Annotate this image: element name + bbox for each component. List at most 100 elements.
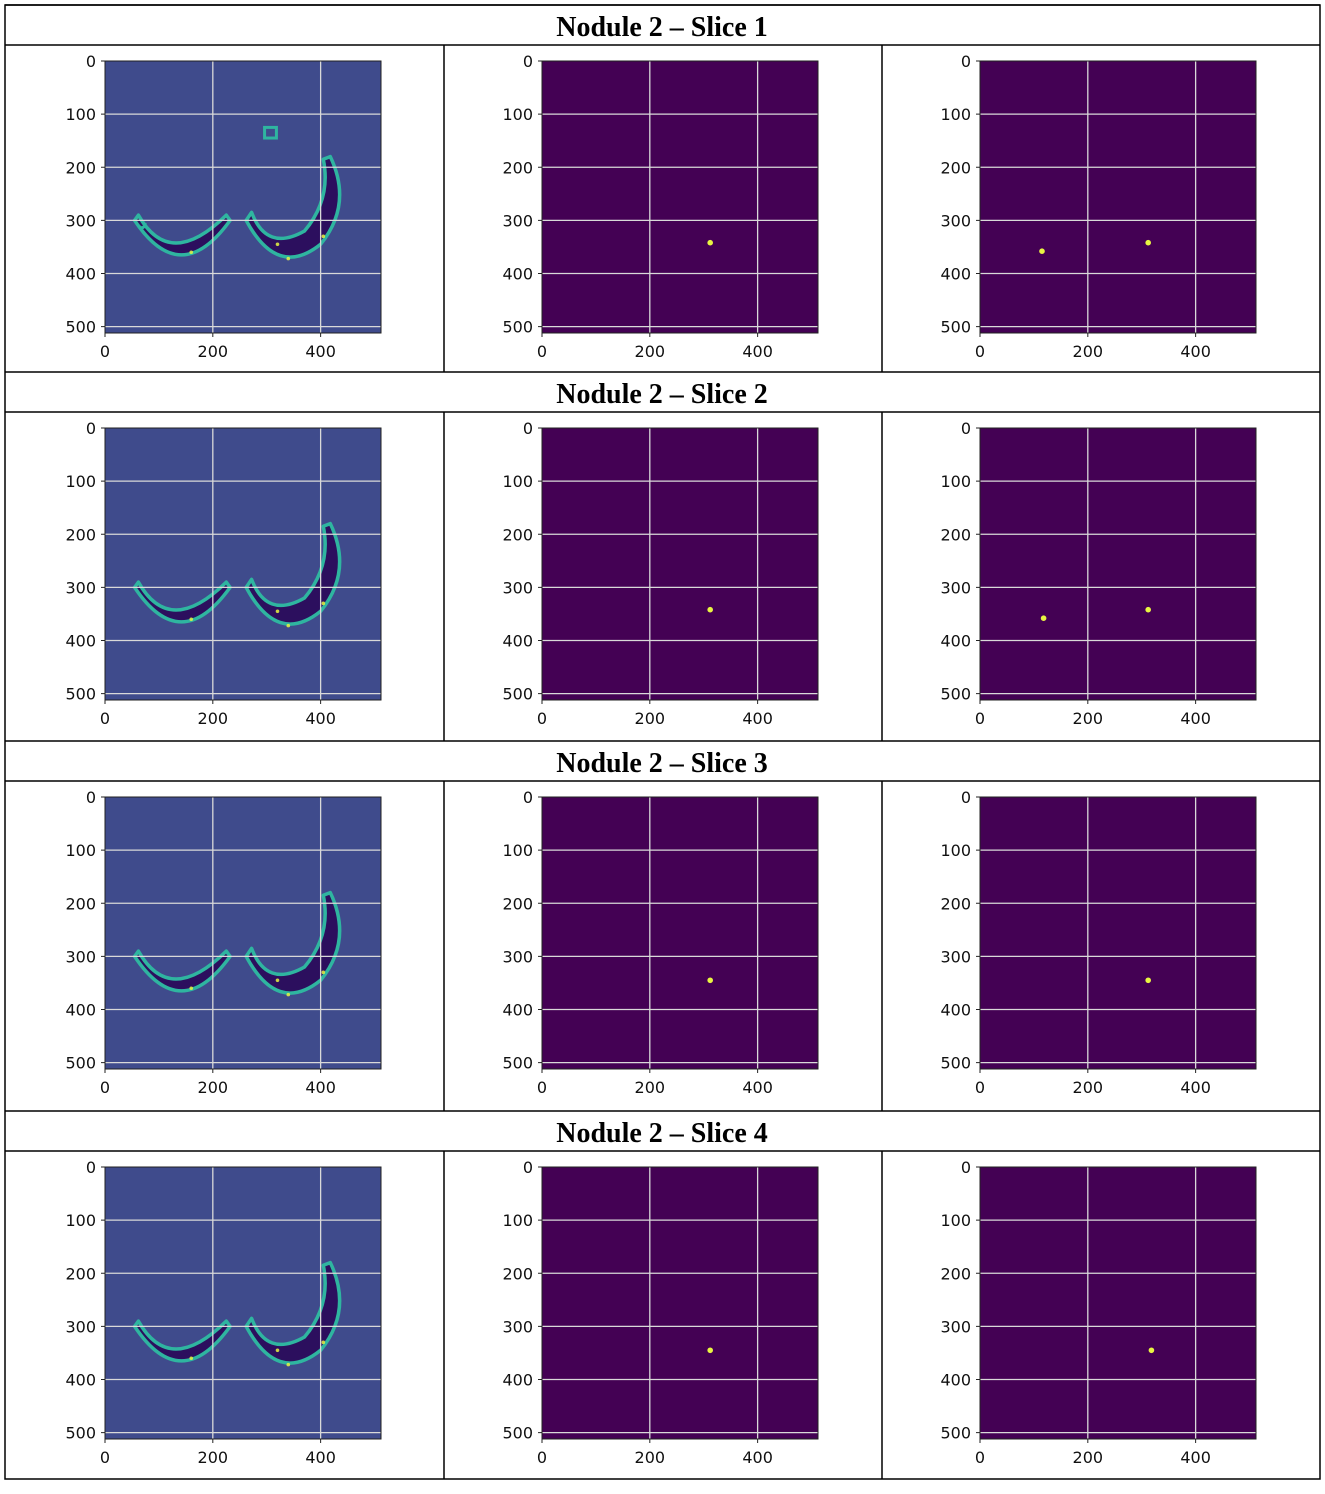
y-tick-label: 300 bbox=[940, 578, 971, 597]
y-tick-label: 100 bbox=[940, 841, 971, 860]
y-tick-label: 400 bbox=[940, 632, 971, 651]
contour-highlight bbox=[189, 986, 194, 991]
plot-frame bbox=[541, 796, 819, 1070]
y-tick-label: 400 bbox=[65, 632, 96, 651]
x-tick-label: 200 bbox=[198, 342, 229, 361]
x-tick-label: 0 bbox=[537, 709, 547, 728]
plot-frame bbox=[104, 796, 382, 1070]
y-tick-label: 100 bbox=[940, 472, 971, 491]
x-tick-label: 400 bbox=[305, 709, 336, 728]
y-tick-label: 500 bbox=[65, 1054, 96, 1073]
nodule-point bbox=[1148, 1347, 1155, 1354]
plot-frame bbox=[541, 427, 819, 701]
right-lung-contour bbox=[244, 521, 342, 626]
y-tick-label: 100 bbox=[502, 472, 533, 491]
y-tick-label: 400 bbox=[65, 1001, 96, 1020]
plot-frame bbox=[104, 427, 382, 701]
y-tick-label: 0 bbox=[523, 788, 533, 807]
nodule-point bbox=[1145, 977, 1151, 984]
y-tick-label: 100 bbox=[65, 841, 96, 860]
x-tick-label: 400 bbox=[1180, 1448, 1211, 1467]
y-tick-label: 100 bbox=[940, 1211, 971, 1230]
y-tick-label: 200 bbox=[65, 1264, 96, 1283]
contour-highlight bbox=[321, 970, 326, 975]
plot-frame bbox=[541, 60, 819, 334]
right-lung-contour bbox=[244, 890, 342, 995]
plot-frame bbox=[541, 1166, 819, 1440]
nodule-point bbox=[707, 606, 713, 613]
x-tick-label: 200 bbox=[635, 1078, 666, 1097]
x-tick-label: 200 bbox=[198, 1078, 229, 1097]
plot-area bbox=[542, 797, 818, 1069]
contour-highlight bbox=[321, 234, 326, 239]
y-tick-label: 300 bbox=[65, 1317, 96, 1336]
nodule-point bbox=[1145, 606, 1151, 613]
x-tick-label: 400 bbox=[742, 709, 773, 728]
y-tick-label: 100 bbox=[65, 105, 96, 124]
y-tick-label: 0 bbox=[961, 788, 971, 807]
y-tick-label: 400 bbox=[940, 1371, 971, 1390]
section-title: Nodule 2 – Slice 1 bbox=[556, 12, 768, 43]
x-tick-label: 0 bbox=[975, 1448, 985, 1467]
plot-frame bbox=[104, 1166, 382, 1440]
contour-highlight bbox=[189, 1356, 194, 1361]
y-tick-label: 400 bbox=[502, 1371, 533, 1390]
plot-area bbox=[542, 61, 818, 333]
y-tick-label: 0 bbox=[86, 419, 96, 438]
y-tick-label: 200 bbox=[65, 525, 96, 544]
x-tick-label: 0 bbox=[975, 709, 985, 728]
plot-area bbox=[980, 61, 1256, 333]
plot-frame bbox=[979, 60, 1257, 334]
contour-highlight bbox=[321, 601, 326, 606]
right-lung-contour bbox=[244, 154, 342, 259]
y-tick-label: 0 bbox=[523, 419, 533, 438]
y-tick-label: 300 bbox=[940, 211, 971, 230]
x-tick-label: 200 bbox=[198, 709, 229, 728]
y-tick-label: 100 bbox=[65, 472, 96, 491]
y-tick-label: 300 bbox=[940, 1317, 971, 1336]
plot-frame bbox=[979, 427, 1257, 701]
section-title: Nodule 2 – Slice 2 bbox=[556, 379, 768, 410]
y-tick-label: 400 bbox=[502, 265, 533, 284]
y-tick-label: 200 bbox=[940, 525, 971, 544]
y-tick-label: 200 bbox=[502, 1264, 533, 1283]
y-tick-label: 300 bbox=[502, 578, 533, 597]
x-tick-label: 200 bbox=[635, 342, 666, 361]
x-tick-label: 400 bbox=[742, 1448, 773, 1467]
x-tick-label: 200 bbox=[635, 709, 666, 728]
contour-highlight bbox=[286, 992, 291, 997]
y-tick-label: 200 bbox=[65, 158, 96, 177]
y-tick-label: 500 bbox=[502, 685, 533, 704]
x-tick-label: 400 bbox=[742, 1078, 773, 1097]
right-lung-contour bbox=[244, 1260, 342, 1365]
y-tick-label: 500 bbox=[940, 318, 971, 337]
plot-area bbox=[980, 797, 1256, 1069]
contour-highlight bbox=[275, 978, 280, 983]
small-contour bbox=[133, 219, 147, 230]
x-tick-label: 400 bbox=[1180, 709, 1211, 728]
y-tick-label: 400 bbox=[65, 1371, 96, 1390]
contour-highlight bbox=[286, 1362, 291, 1367]
y-tick-label: 400 bbox=[940, 1001, 971, 1020]
contour-highlight bbox=[286, 623, 291, 628]
y-tick-label: 0 bbox=[86, 788, 96, 807]
nodule-point bbox=[1145, 239, 1151, 246]
contour-highlight bbox=[321, 1340, 326, 1345]
y-tick-label: 500 bbox=[65, 685, 96, 704]
y-tick-label: 100 bbox=[502, 1211, 533, 1230]
y-tick-label: 300 bbox=[502, 947, 533, 966]
y-tick-label: 400 bbox=[65, 265, 96, 284]
small-contour bbox=[263, 125, 278, 140]
x-tick-label: 0 bbox=[100, 342, 110, 361]
x-tick-label: 400 bbox=[742, 342, 773, 361]
nodule-point bbox=[1039, 248, 1045, 254]
